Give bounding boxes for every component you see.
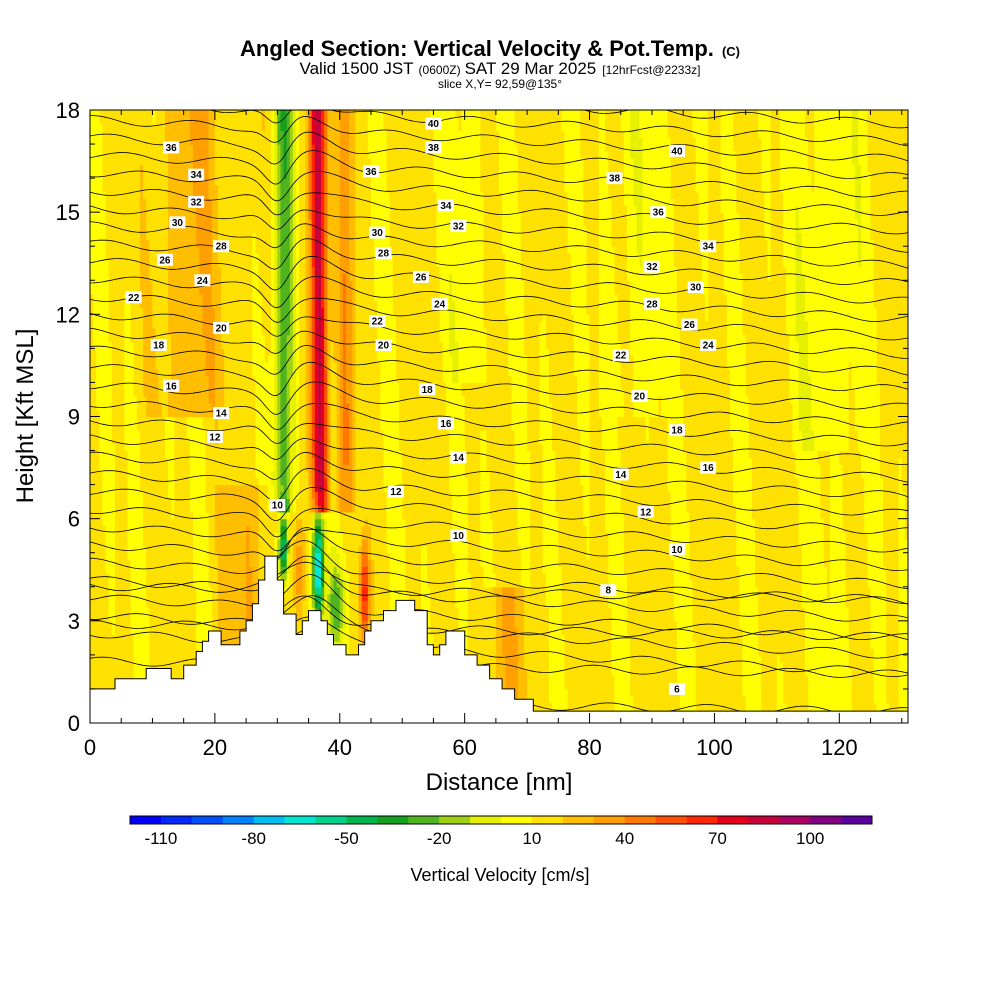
- chart-title: Angled Section: Vertical Velocity & Pot.…: [240, 36, 740, 61]
- plot-area: 3634323028262422201816141210403836343230…: [90, 84, 909, 724]
- slice-info: slice X,Y= 92,59@135°: [438, 77, 562, 91]
- chart-subtitle: Valid 1500 JST (0600Z) SAT 29 Mar 2025 [12h…: [300, 59, 701, 78]
